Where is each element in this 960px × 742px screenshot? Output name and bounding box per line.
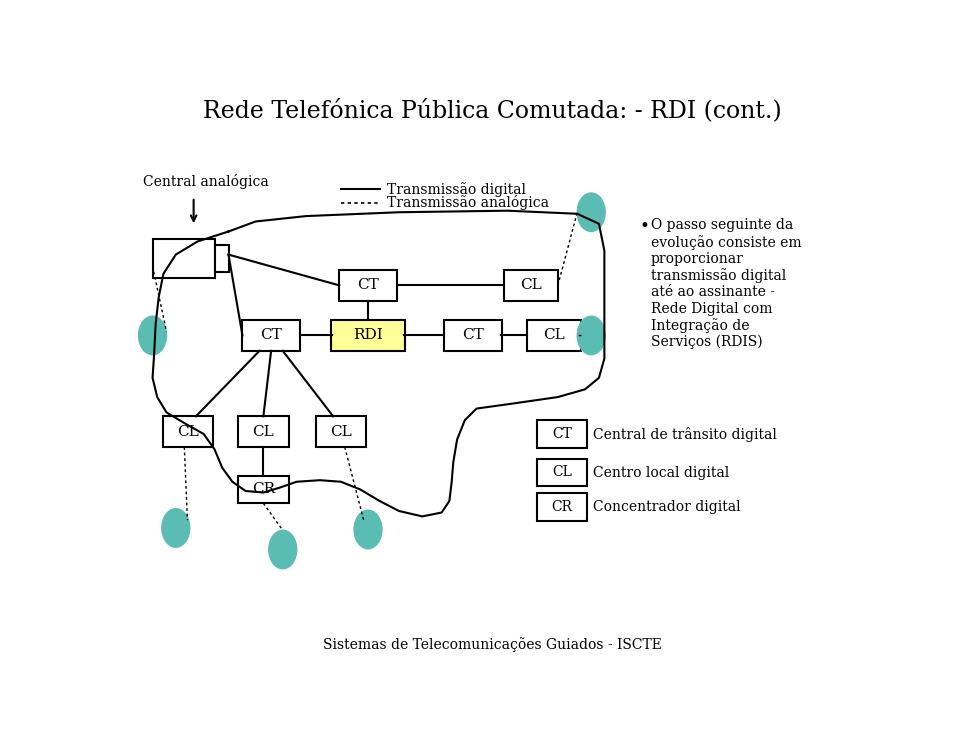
Text: CT: CT: [462, 329, 484, 343]
Ellipse shape: [577, 316, 605, 355]
Bar: [153, 239, 214, 278]
Text: Central analógica: Central analógica: [143, 174, 269, 189]
Text: CT: CT: [357, 278, 379, 292]
Text: Transmissão digital: Transmissão digital: [388, 182, 526, 197]
Text: Concentrador digital: Concentrador digital: [592, 500, 740, 514]
Bar: [242, 320, 300, 351]
Text: Rede Telefónica Pública Comutada: - RDI (cont.): Rede Telefónica Pública Comutada: - RDI …: [203, 99, 781, 122]
Bar: [238, 416, 289, 447]
Bar: [238, 476, 289, 503]
Text: Centro local digital: Centro local digital: [592, 465, 729, 479]
Text: O passo seguinte da
evolução consiste em
proporcionar
transmissão digital
até ao: O passo seguinte da evolução consiste em…: [651, 218, 802, 349]
Bar: [537, 493, 587, 521]
Bar: [537, 420, 587, 448]
Bar: [537, 459, 587, 486]
Bar: [339, 270, 397, 301]
Text: CR: CR: [252, 482, 275, 496]
Text: Sistemas de Telecomunicações Guiados - ISCTE: Sistemas de Telecomunicações Guiados - I…: [323, 637, 661, 652]
Text: CL: CL: [552, 465, 572, 479]
Text: CL: CL: [178, 424, 199, 439]
Text: CL: CL: [252, 424, 275, 439]
Bar: [504, 270, 558, 301]
Text: CR: CR: [551, 500, 572, 514]
Ellipse shape: [577, 193, 605, 232]
Text: CL: CL: [543, 329, 564, 343]
Text: CT: CT: [260, 329, 282, 343]
Text: CL: CL: [330, 424, 351, 439]
Text: RDI: RDI: [353, 329, 383, 343]
Ellipse shape: [354, 510, 382, 549]
Bar: [163, 416, 213, 447]
Bar: [444, 320, 502, 351]
Text: CL: CL: [520, 278, 541, 292]
Text: Central de trânsito digital: Central de trânsito digital: [592, 427, 777, 441]
Ellipse shape: [269, 531, 297, 569]
Bar: [214, 246, 228, 272]
Bar: [316, 416, 366, 447]
Ellipse shape: [162, 509, 190, 547]
Text: Transmissão analógica: Transmissão analógica: [388, 195, 549, 211]
Ellipse shape: [138, 316, 166, 355]
Bar: [527, 320, 581, 351]
Text: CT: CT: [552, 427, 572, 441]
Text: •: •: [639, 218, 649, 235]
Bar: [331, 320, 405, 351]
